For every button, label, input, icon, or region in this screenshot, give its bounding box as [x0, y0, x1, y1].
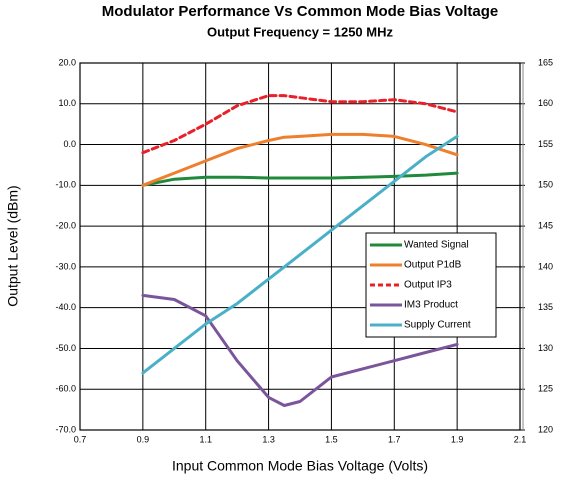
chart-title: Modulator Performance Vs Common Mode Bia… — [102, 3, 498, 20]
x-axis-label: Input Common Mode Bias Voltage (Volts) — [172, 458, 428, 474]
y-tick-label: -20.0 — [55, 220, 76, 230]
y-tick-label: -50.0 — [55, 343, 76, 353]
series-line — [141, 171, 459, 187]
x-tick-label: 1.1 — [199, 434, 212, 444]
y-tick-label: -40.0 — [55, 302, 76, 312]
y-tick-label: -70.0 — [55, 424, 76, 434]
x-tick-label: 0.9 — [137, 434, 150, 444]
x-tick-label: 2.1 — [514, 434, 527, 444]
y2-tick-label: 130 — [538, 343, 553, 353]
series-line — [141, 94, 459, 155]
legend-label: Output P1dB — [404, 260, 462, 271]
y2-tick-label: 155 — [538, 139, 553, 149]
y-tick-label: 10.0 — [58, 98, 76, 108]
x-tick-label: 0.7 — [74, 434, 87, 444]
series-line — [141, 134, 459, 375]
y2-tick-label: 160 — [538, 98, 553, 108]
y2-tick-label: 120 — [538, 424, 553, 434]
y-tick-label: 0.0 — [63, 139, 76, 149]
x-tick-label: 1.7 — [388, 434, 401, 444]
y2-tick-label: 150 — [538, 180, 553, 190]
y-axis-label: Output Level (dBm) — [5, 185, 21, 306]
y2-tick-label: 135 — [538, 302, 553, 312]
y-tick-label: 20.0 — [58, 57, 76, 67]
legend-label: Supply Current — [404, 320, 471, 331]
series-line — [141, 132, 459, 187]
legend-label: Wanted Signal — [404, 240, 469, 251]
y2-tick-label: 165 — [538, 57, 553, 67]
plot-frame — [79, 62, 521, 431]
y-tick-label: -60.0 — [55, 384, 76, 394]
legend-label: Output IP3 — [404, 280, 452, 291]
y-tick-label: -10.0 — [55, 180, 76, 190]
y2-tick-label: 145 — [538, 220, 553, 230]
x-tick-label: 1.9 — [451, 434, 464, 444]
series-line — [141, 293, 459, 407]
x-tick-label: 1.5 — [325, 434, 338, 444]
y2-tick-label: 125 — [538, 384, 553, 394]
y-tick-label: -30.0 — [55, 261, 76, 271]
legend-label: IM3 Product — [404, 300, 458, 311]
y2-tick-label: 140 — [538, 261, 553, 271]
chart-subtitle: Output Frequency = 1250 MHz — [207, 24, 394, 39]
x-tick-label: 1.3 — [262, 434, 275, 444]
